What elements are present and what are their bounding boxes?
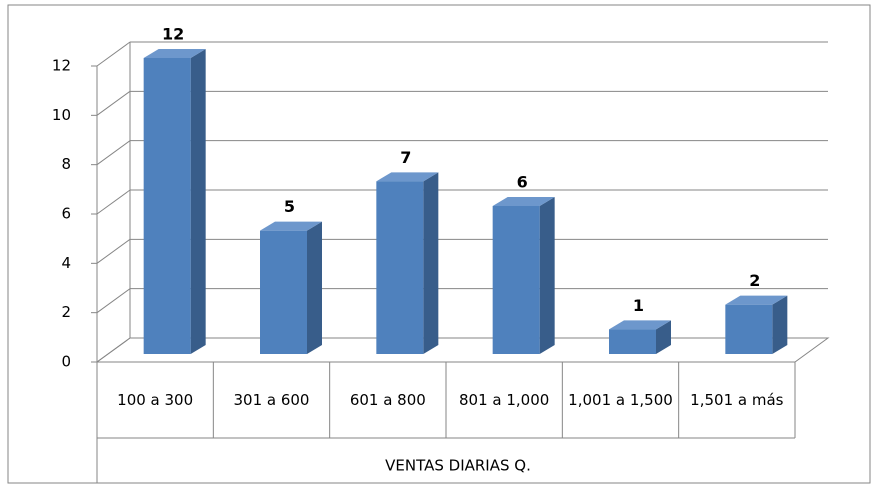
data-label: 1 [633, 296, 644, 315]
y-tick-label: 4 [61, 254, 71, 272]
bar [143, 58, 191, 354]
y-tick-label: 12 [52, 57, 71, 75]
bar-top [143, 49, 206, 58]
data-label: 7 [400, 148, 411, 167]
bar-top [492, 197, 555, 206]
grid-line [96, 288, 131, 314]
y-tick-label: 2 [61, 303, 71, 321]
bar-top [376, 172, 439, 182]
x-tick-label: 100 a 300 [117, 391, 194, 409]
bar-side [656, 320, 671, 354]
grid-line [96, 140, 131, 166]
bar [725, 304, 773, 354]
grid-line [96, 90, 131, 116]
bar-top [725, 295, 788, 305]
x-tick-label: 1,001 a 1,500 [568, 391, 673, 409]
bar [376, 181, 424, 354]
data-label: 6 [517, 173, 528, 192]
x-axis-title: VENTAS DIARIAS Q. [385, 457, 531, 475]
grid-line [96, 189, 131, 215]
bar-side [190, 49, 206, 354]
y-tick-label: 8 [61, 155, 71, 173]
bar [260, 230, 307, 354]
bar-side [539, 197, 555, 354]
bar-top [609, 320, 671, 330]
x-tick-label: 601 a 800 [349, 391, 426, 409]
data-label: 2 [749, 271, 760, 290]
bar-side [423, 172, 439, 354]
bar-side [772, 295, 788, 354]
floor [95, 337, 830, 363]
y-tick-label: 10 [52, 106, 71, 124]
bar [492, 206, 540, 354]
grid-line [96, 337, 131, 363]
chart-frame [7, 4, 871, 484]
grid-line [96, 238, 131, 264]
bar-side [307, 221, 322, 354]
y-tick-label: 6 [61, 205, 71, 223]
grid-line [96, 41, 131, 67]
y-tick-label: 0 [61, 353, 71, 371]
data-label: 5 [284, 197, 295, 216]
bar-top [260, 221, 322, 231]
data-label: 12 [162, 25, 184, 44]
x-tick-label: 301 a 600 [233, 391, 310, 409]
x-tick-label: 801 a 1,000 [459, 391, 550, 409]
x-tick-label: 1,501 a más [690, 391, 784, 409]
bar [609, 329, 656, 354]
